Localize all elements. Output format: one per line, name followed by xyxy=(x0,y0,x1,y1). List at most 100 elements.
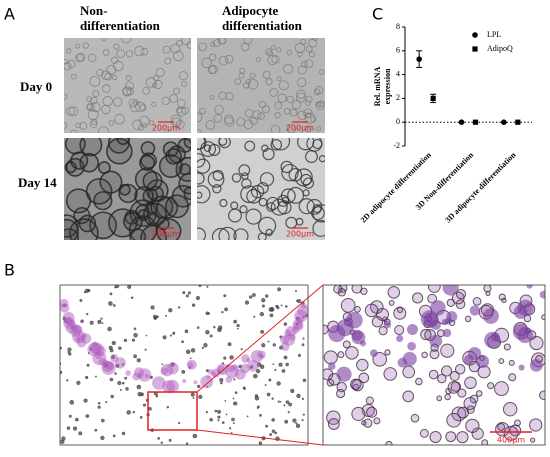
stain xyxy=(98,358,107,366)
legend-marker xyxy=(472,32,478,38)
cell xyxy=(502,402,518,417)
cell xyxy=(133,327,137,331)
cell xyxy=(86,363,90,367)
cell xyxy=(232,422,235,425)
cell xyxy=(97,319,102,325)
cell xyxy=(118,183,131,196)
cell xyxy=(530,437,536,443)
cell xyxy=(60,370,63,374)
stain xyxy=(60,298,69,308)
cell xyxy=(271,55,280,64)
cell xyxy=(402,390,415,403)
cell xyxy=(175,156,191,182)
cell xyxy=(274,101,283,110)
cell xyxy=(345,346,359,360)
cell xyxy=(283,404,286,407)
cell xyxy=(100,435,105,441)
cell xyxy=(205,411,209,414)
cell xyxy=(112,304,116,307)
cell xyxy=(135,101,146,112)
stain xyxy=(293,320,304,331)
cell xyxy=(82,42,89,49)
image-frame xyxy=(59,284,309,446)
cell xyxy=(166,405,170,409)
cell xyxy=(237,327,239,330)
stain xyxy=(288,333,296,341)
cell xyxy=(234,391,238,394)
cell xyxy=(441,365,453,377)
stain xyxy=(300,302,307,309)
cell xyxy=(289,108,298,117)
cell xyxy=(259,311,264,317)
cell xyxy=(378,326,388,336)
cell xyxy=(118,346,122,350)
cell xyxy=(297,299,302,304)
cell xyxy=(205,330,210,335)
cell xyxy=(358,372,370,384)
cell xyxy=(156,218,182,240)
cell xyxy=(60,439,65,444)
cell xyxy=(113,43,120,50)
cell xyxy=(152,314,157,319)
cell xyxy=(261,304,265,308)
cell xyxy=(256,407,259,409)
zoom-line xyxy=(196,429,324,446)
cell xyxy=(201,346,204,349)
cell xyxy=(288,402,293,407)
cell xyxy=(281,369,286,373)
cell xyxy=(301,397,305,400)
cell xyxy=(214,105,224,115)
cell xyxy=(157,437,160,440)
cell xyxy=(252,110,262,120)
scale-bar-label: 200μm xyxy=(152,230,180,239)
cell xyxy=(169,334,172,337)
cell xyxy=(342,340,351,349)
cell xyxy=(276,381,281,386)
cell xyxy=(64,122,68,129)
cell xyxy=(212,39,221,47)
cell xyxy=(142,403,146,407)
cell xyxy=(259,172,275,187)
cell xyxy=(151,101,157,107)
cell xyxy=(421,351,428,359)
cell xyxy=(172,331,176,335)
micrograph xyxy=(64,138,191,240)
cell xyxy=(101,84,111,93)
cell xyxy=(288,167,303,182)
image-background xyxy=(197,38,325,133)
cell xyxy=(255,56,262,63)
scale-bar-label: 200μm xyxy=(286,124,314,133)
cell xyxy=(75,43,81,49)
cell xyxy=(168,308,173,313)
cell xyxy=(110,394,114,399)
cell xyxy=(126,410,131,415)
row-label: Day 14 xyxy=(18,175,57,190)
cell xyxy=(481,439,489,445)
cell xyxy=(270,124,281,133)
cell xyxy=(88,53,97,62)
cell xyxy=(265,78,273,86)
cell xyxy=(271,418,275,422)
cell xyxy=(361,420,367,426)
cell xyxy=(85,414,90,418)
cell xyxy=(201,57,213,69)
cell xyxy=(139,154,156,171)
cell xyxy=(302,378,307,383)
cell xyxy=(265,228,273,237)
cell xyxy=(541,314,545,321)
cell xyxy=(72,426,78,431)
cell xyxy=(295,422,298,425)
cell xyxy=(284,419,289,424)
cell xyxy=(494,381,509,396)
cell xyxy=(66,379,69,382)
cell xyxy=(234,78,241,85)
cell xyxy=(101,38,107,41)
cell xyxy=(445,431,457,443)
cell xyxy=(247,78,259,90)
cell xyxy=(276,306,280,310)
cell xyxy=(315,126,321,132)
cell xyxy=(238,73,245,79)
cell xyxy=(388,299,395,306)
stain xyxy=(225,364,239,379)
